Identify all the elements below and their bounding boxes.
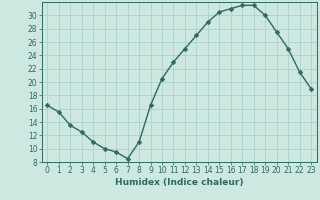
X-axis label: Humidex (Indice chaleur): Humidex (Indice chaleur) bbox=[115, 178, 244, 187]
